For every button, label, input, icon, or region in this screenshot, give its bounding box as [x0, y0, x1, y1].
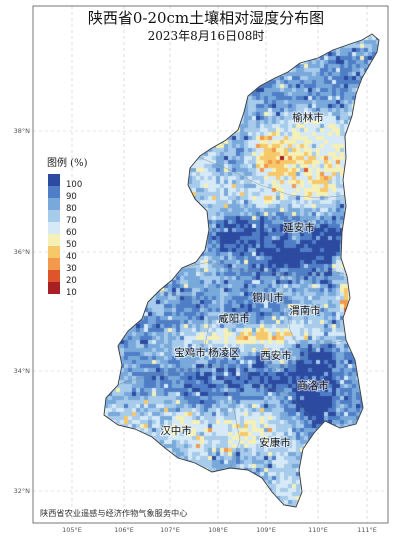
legend-label-30: 30 — [66, 264, 77, 274]
map-subtitle: 2023年8月16日08时 — [148, 29, 265, 43]
legend-swatch-30 — [48, 258, 60, 270]
legend-swatch-70 — [48, 210, 60, 222]
latitude-label-36n: 36°N — [14, 248, 31, 256]
boundary-yulin-yanan — [195, 155, 349, 199]
city-label-weinan: 渭南市 — [289, 304, 321, 317]
legend-swatch-100 — [48, 174, 60, 186]
boundary-xianyang-baoji — [157, 289, 211, 346]
latitude-label-38n: 38°N — [14, 127, 31, 135]
city-label-tongchuan: 铜川市 — [252, 291, 284, 304]
legend-label-80: 80 — [66, 204, 77, 214]
longitude-label-108e: 108°E — [208, 526, 228, 534]
legend-swatch-60 — [48, 222, 60, 234]
city-label-xianyang: 咸阳市 — [218, 312, 250, 325]
city-label-ankang: 安康市 — [259, 436, 291, 449]
province-boundary — [103, 33, 380, 508]
legend-label-20: 20 — [66, 276, 77, 286]
legend-swatch-10 — [48, 282, 60, 294]
credit-text: 陕西省农业遥感与经济作物气象服务中心 — [40, 508, 187, 518]
latitude-labels: 38°N 36°N 34°N 32°N — [14, 127, 31, 495]
legend-label-10: 10 — [66, 288, 77, 298]
longitude-label-107e: 107°E — [160, 526, 180, 534]
longitude-labels: 105°E 106°E 107°E 108°E 109°E 110°E 111°… — [62, 526, 377, 534]
city-label-hanzhong: 汉中市 — [160, 424, 192, 437]
longitude-label-106e: 106°E — [114, 526, 134, 534]
latitude-label-34n: 34°N — [14, 367, 31, 375]
city-label-xian: 西安市 — [260, 349, 292, 362]
legend-swatch-80 — [48, 198, 60, 210]
city-label-yangling: 杨凌区 — [208, 346, 240, 359]
boundary-yanan-south — [179, 261, 351, 279]
legend-swatch-20 — [48, 270, 60, 282]
legend-title: 图例 (%) — [47, 156, 88, 169]
boundary-hanzhong-ankang — [219, 364, 241, 471]
city-label-shangluo: 商洛市 — [297, 379, 329, 392]
map-frame — [32, 5, 389, 524]
legend-label-100: 100 — [66, 180, 82, 190]
legend-swatch-40 — [48, 246, 60, 258]
boundary-weinan-west — [279, 271, 301, 351]
boundary-baoji-hanzhong — [115, 364, 221, 386]
city-label-baoji: 宝鸡市 — [174, 346, 206, 359]
legend-swatch-50 — [48, 234, 60, 246]
map-title: 陕西省0-20cm土壤相对湿度分布图 — [88, 9, 324, 27]
legend-swatch-90 — [48, 186, 60, 198]
longitude-label-110e: 110°E — [308, 526, 328, 534]
city-label-yanan: 延安市 — [283, 221, 315, 234]
longitude-label-109e: 109°E — [256, 526, 276, 534]
boundary-xian-shangluo — [254, 339, 349, 371]
latitude-label-32n: 32°N — [14, 487, 31, 495]
legend-label-70: 70 — [66, 216, 77, 226]
boundary-ankang-north — [244, 369, 316, 423]
city-labels: 榆林市 延安市 铜川市 渭南市 咸阳市 宝鸡市 杨凌区 西安市 商洛市 汉中市 … — [159, 110, 330, 450]
city-label-yulin: 榆林市 — [292, 111, 324, 124]
legend-label-50: 50 — [66, 240, 77, 250]
legend-label-90: 90 — [66, 192, 77, 202]
legend-label-40: 40 — [66, 252, 77, 262]
longitude-label-105e: 105°E — [62, 526, 82, 534]
legend: 图例 (%) 100 90 80 70 60 50 40 30 20 10 — [47, 156, 88, 298]
legend-label-60: 60 — [66, 228, 77, 238]
prefecture-boundaries — [115, 155, 351, 471]
longitude-label-111e: 111°E — [357, 526, 377, 534]
